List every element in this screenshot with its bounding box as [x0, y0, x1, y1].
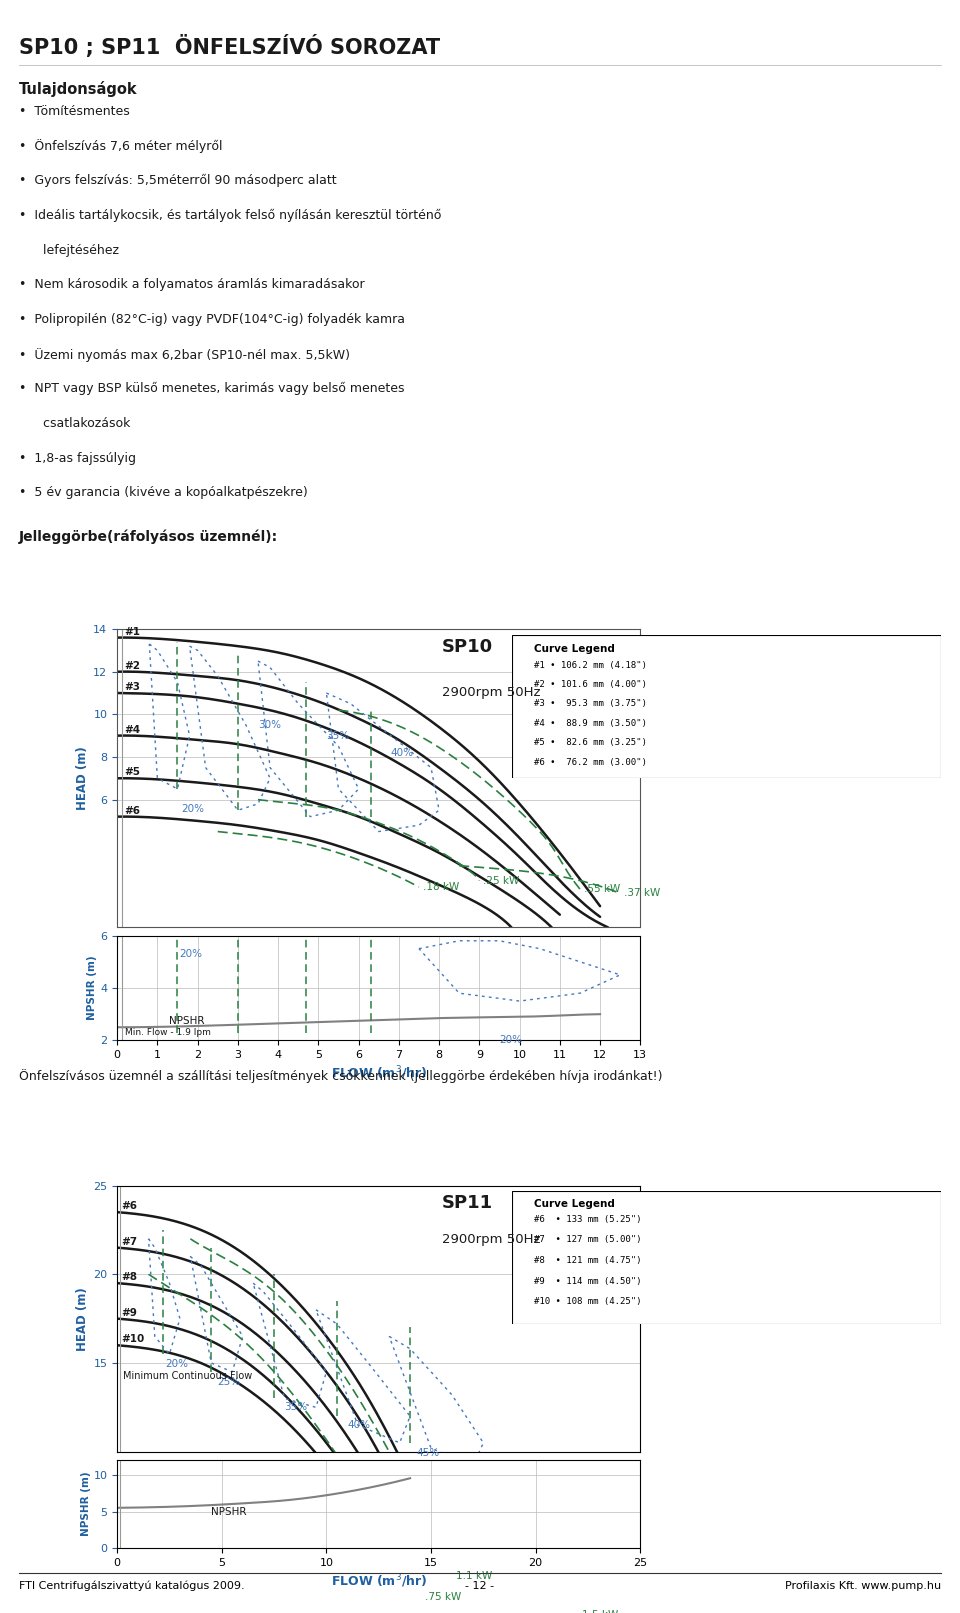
Text: #6  • 133 mm (5.25"): #6 • 133 mm (5.25") — [534, 1215, 641, 1224]
Y-axis label: NPSHR (m): NPSHR (m) — [87, 955, 98, 1021]
Text: Profilaxis Kft. www.pump.hu: Profilaxis Kft. www.pump.hu — [784, 1581, 941, 1590]
Y-axis label: HEAD (m): HEAD (m) — [76, 747, 89, 810]
Text: #6 •  76.2 mm (3.00"): #6 • 76.2 mm (3.00") — [534, 758, 646, 766]
Text: •  Ideális tartálykocsik, és tartályok felső nyílásán keresztül történő: • Ideális tartálykocsik, és tartályok fe… — [19, 208, 442, 223]
Y-axis label: NPSHR (m): NPSHR (m) — [81, 1471, 90, 1537]
Text: 2900rpm 50Hz: 2900rpm 50Hz — [442, 1234, 540, 1247]
Text: #9: #9 — [121, 1308, 136, 1318]
Text: •  5 év garancia (kivéve a kopóalkatрészekre): • 5 év garancia (kivéve a kopóalkatрésze… — [19, 486, 308, 500]
Text: Önfelszívásos üzemnél a szállítási teljesítmények csökkennek (jelleggörbe érdeké: Önfelszívásos üzemnél a szállítási telje… — [19, 1069, 662, 1084]
Text: 1.5 kW: 1.5 kW — [582, 1610, 618, 1613]
Text: #8: #8 — [121, 1273, 137, 1282]
Text: #1: #1 — [125, 626, 140, 637]
Text: #5 •  82.6 mm (3.25"): #5 • 82.6 mm (3.25") — [534, 739, 646, 747]
Text: 35%: 35% — [284, 1402, 307, 1411]
Text: 30%: 30% — [258, 719, 281, 731]
Text: •  Üzemi nyomás max 6,2bar (SP10-nél max. 5,5kW): • Üzemi nyomás max 6,2bar (SP10-nél max.… — [19, 347, 350, 361]
Text: 40%: 40% — [391, 748, 414, 758]
Text: #10: #10 — [121, 1334, 144, 1344]
Text: FTI Centrifugálszivattyú katalógus 2009.: FTI Centrifugálszivattyú katalógus 2009. — [19, 1581, 245, 1592]
Text: 20%: 20% — [181, 803, 204, 815]
Text: SP11: SP11 — [442, 1194, 492, 1211]
Text: Tulajdonságok: Tulajdonságok — [19, 81, 138, 97]
Text: 45%: 45% — [417, 1448, 440, 1458]
Text: #7: #7 — [121, 1237, 137, 1247]
Text: 20%: 20% — [180, 948, 203, 958]
Text: #1 • 106.2 mm (4.18"): #1 • 106.2 mm (4.18") — [534, 661, 646, 669]
Text: NPSHR: NPSHR — [169, 1016, 204, 1026]
FancyBboxPatch shape — [512, 636, 941, 779]
Text: Jelleggörbe(ráfolyásos üzemnél):: Jelleggörbe(ráfolyásos üzemnél): — [19, 529, 278, 544]
Text: Curve Legend: Curve Legend — [534, 1198, 614, 1208]
X-axis label: FLOW (m$^3$/hr): FLOW (m$^3$/hr) — [330, 1573, 427, 1590]
Y-axis label: HEAD (m): HEAD (m) — [76, 1287, 89, 1350]
Text: •  Nem károsodik a folyamatos áramlás kimaradásakor: • Nem károsodik a folyamatos áramlás kim… — [19, 277, 365, 292]
Text: #3: #3 — [125, 682, 140, 692]
Text: •  NPT vagy BSP külső menetes, karimás vagy belső menetes: • NPT vagy BSP külső menetes, karimás va… — [19, 382, 405, 395]
Text: #4 •  88.9 mm (3.50"): #4 • 88.9 mm (3.50") — [534, 719, 646, 727]
Text: #7  • 127 mm (5.00"): #7 • 127 mm (5.00") — [534, 1236, 641, 1245]
Text: #9  • 114 mm (4.50"): #9 • 114 mm (4.50") — [534, 1277, 641, 1286]
Text: .18 kW: .18 kW — [423, 882, 459, 892]
Text: 35%: 35% — [326, 731, 349, 740]
Text: 20%: 20% — [499, 1036, 522, 1045]
Text: •  Tömítésmentes: • Tömítésmentes — [19, 105, 130, 118]
Text: SP10: SP10 — [442, 639, 492, 656]
Text: •  Önfelszívás 7,6 méter mélyről: • Önfelszívás 7,6 méter mélyről — [19, 139, 223, 153]
Text: •  Polipropilén (82°C-ig) vagy PVDF(104°C-ig) folyadék kamra: • Polipropilén (82°C-ig) vagy PVDF(104°C… — [19, 313, 405, 326]
Text: Curve Legend: Curve Legend — [534, 644, 614, 653]
Text: #3 •  95.3 mm (3.75"): #3 • 95.3 mm (3.75") — [534, 700, 646, 708]
Text: #5: #5 — [125, 768, 140, 777]
Text: #6: #6 — [125, 805, 140, 816]
Text: .75 kW: .75 kW — [424, 1592, 461, 1602]
Text: csatlakozások: csatlakozások — [19, 416, 131, 431]
Text: 1.1 kW: 1.1 kW — [456, 1571, 492, 1581]
Text: #2 • 101.6 mm (4.00"): #2 • 101.6 mm (4.00") — [534, 681, 646, 689]
Text: #4: #4 — [125, 724, 140, 734]
Text: 40%: 40% — [348, 1419, 371, 1429]
Text: .25 kW: .25 kW — [484, 876, 519, 886]
Text: •  1,8-as fajssúlyig: • 1,8-as fajssúlyig — [19, 452, 136, 465]
FancyBboxPatch shape — [512, 1190, 941, 1324]
Text: #2: #2 — [125, 661, 140, 671]
Text: .37 kW: .37 kW — [624, 889, 660, 898]
Text: Minimum Continuous Flow: Minimum Continuous Flow — [124, 1371, 252, 1381]
Text: - 12 -: - 12 - — [466, 1581, 494, 1590]
Text: #8  • 121 mm (4.75"): #8 • 121 mm (4.75") — [534, 1257, 641, 1265]
Text: lefejtéséhez: lefejtéséhez — [19, 244, 119, 256]
Text: 20%: 20% — [165, 1360, 188, 1369]
Text: Min. Flow - 1.9 lpm: Min. Flow - 1.9 lpm — [125, 1027, 211, 1037]
Text: 2900rpm 50Hz: 2900rpm 50Hz — [442, 686, 540, 698]
Text: NPSHR: NPSHR — [211, 1507, 247, 1518]
Text: #10 • 108 mm (4.25"): #10 • 108 mm (4.25") — [534, 1297, 641, 1307]
Text: .55 kW: .55 kW — [584, 884, 620, 894]
Text: SP10 ; SP11  ÖNFELSZÍVÓ SOROZAT: SP10 ; SP11 ÖNFELSZÍVÓ SOROZAT — [19, 35, 441, 58]
Text: #6: #6 — [121, 1202, 137, 1211]
Text: 25%: 25% — [218, 1378, 241, 1387]
X-axis label: FLOW (m$^3$/hr): FLOW (m$^3$/hr) — [330, 1065, 427, 1082]
Text: •  Gyors felszívás: 5,5méterről 90 másodperc alatt: • Gyors felszívás: 5,5méterről 90 másodp… — [19, 174, 337, 187]
